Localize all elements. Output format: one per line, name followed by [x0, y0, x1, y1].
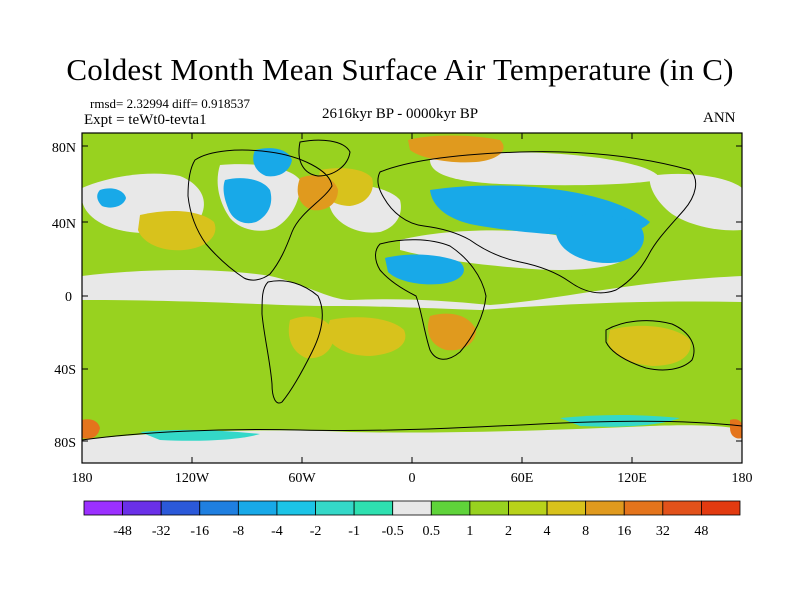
colorbar-swatch	[623, 500, 664, 516]
lon-label-180w: 180	[72, 471, 93, 486]
colorbar-swatch	[701, 500, 741, 516]
north-pacific-warm	[138, 210, 216, 251]
colorbar-swatch	[122, 500, 162, 516]
colorbar-label: -1	[348, 524, 360, 539]
colorbar-label: -32	[152, 524, 171, 539]
lon-label-120w: 120W	[175, 471, 210, 486]
colorbar-labels: -48 -32 -16 -8 -4 -2 -1 -0.5 0.5 1 2 4 8 16 32 48	[113, 524, 708, 539]
eurasia-coast	[377, 151, 697, 294]
colorbar	[83, 500, 741, 516]
stats-label: rmsd= 2.32994 diff= 0.918537	[90, 96, 250, 111]
lat-label-80s: 80S	[54, 436, 76, 451]
colorbar-swatch	[430, 500, 471, 516]
antarctic-warm-west	[82, 419, 100, 439]
period-label: 2616kyr BP - 0000kyr BP	[322, 106, 479, 122]
colorbar-swatch	[546, 500, 587, 516]
north-pacific-cold	[97, 188, 126, 208]
australia-coast	[605, 320, 695, 371]
colorbar-label: -48	[113, 524, 132, 539]
lat-label-80n: 80N	[52, 141, 76, 156]
lon-label-60w: 60W	[288, 471, 316, 486]
colorbar-swatch	[585, 500, 625, 516]
australia-warm	[608, 325, 691, 366]
lat-label-40s: 40S	[54, 363, 76, 378]
colorbar-swatch	[199, 500, 239, 516]
colorbar-label: 16	[617, 524, 631, 539]
north-america-cold	[223, 178, 272, 224]
colorbar-label: 2	[505, 524, 512, 539]
lon-label-60e: 60E	[511, 471, 534, 486]
temperature-field	[82, 133, 742, 463]
colorbar-label: 1	[466, 524, 473, 539]
colorbar-swatch	[315, 500, 355, 516]
lon-label-180e: 180	[732, 471, 753, 486]
colorbar-swatch	[469, 500, 509, 516]
colorbar-label: -0.5	[382, 524, 404, 539]
greenland-coast	[298, 139, 351, 177]
axis-ticks	[81, 133, 743, 463]
experiment-label: Expt = teWt0-tevta1	[84, 112, 207, 128]
tropical-neutral-band	[82, 270, 742, 310]
north-america-coast	[187, 149, 333, 281]
colorbar-label: 48	[694, 524, 708, 539]
colorbar-swatch	[276, 500, 316, 516]
colorbar-label: 0.5	[423, 524, 441, 539]
colorbar-label: -2	[310, 524, 322, 539]
lon-label-120e: 120E	[617, 471, 647, 486]
colorbar-swatch	[237, 500, 278, 516]
south-america-coast	[261, 280, 323, 404]
lat-label-40n: 40N	[52, 217, 76, 232]
antarctic-warm-east	[730, 419, 742, 439]
colorbar-swatch	[392, 500, 432, 516]
colorbar-swatch	[353, 500, 394, 516]
south-atlantic-warm	[326, 317, 406, 356]
africa-coast	[375, 239, 487, 360]
colorbar-swatch	[160, 500, 201, 516]
colorbar-label: 32	[656, 524, 670, 539]
siberia-neutral	[430, 152, 660, 186]
antarctic-cool	[140, 429, 260, 441]
southern-africa-warm	[427, 313, 476, 351]
south-america-warm	[288, 316, 334, 359]
lon-label-0: 0	[409, 471, 416, 486]
colorbar-label: 8	[582, 524, 589, 539]
colorbar-label: 4	[544, 524, 551, 539]
colorbar-swatch	[508, 500, 548, 516]
map-title: Coldest Month Mean Surface Air Temperatu…	[66, 52, 734, 87]
colorbar-label: -8	[233, 524, 245, 539]
colorbar-label: -16	[190, 524, 209, 539]
barents-warm	[408, 135, 504, 163]
colorbar-label: -4	[271, 524, 283, 539]
coastlines	[82, 139, 742, 441]
greenland-cold	[253, 148, 292, 177]
hudson-warm	[297, 175, 338, 211]
colorbar-swatch	[662, 500, 702, 516]
colorbar-swatch	[83, 500, 123, 516]
antarctica-coast	[82, 420, 742, 441]
lat-label-0: 0	[65, 290, 72, 305]
north-africa-cold	[385, 254, 464, 285]
east-pacific-neutral	[649, 173, 742, 231]
season-label: ANN	[703, 110, 736, 126]
central-asia-cold	[555, 214, 644, 264]
